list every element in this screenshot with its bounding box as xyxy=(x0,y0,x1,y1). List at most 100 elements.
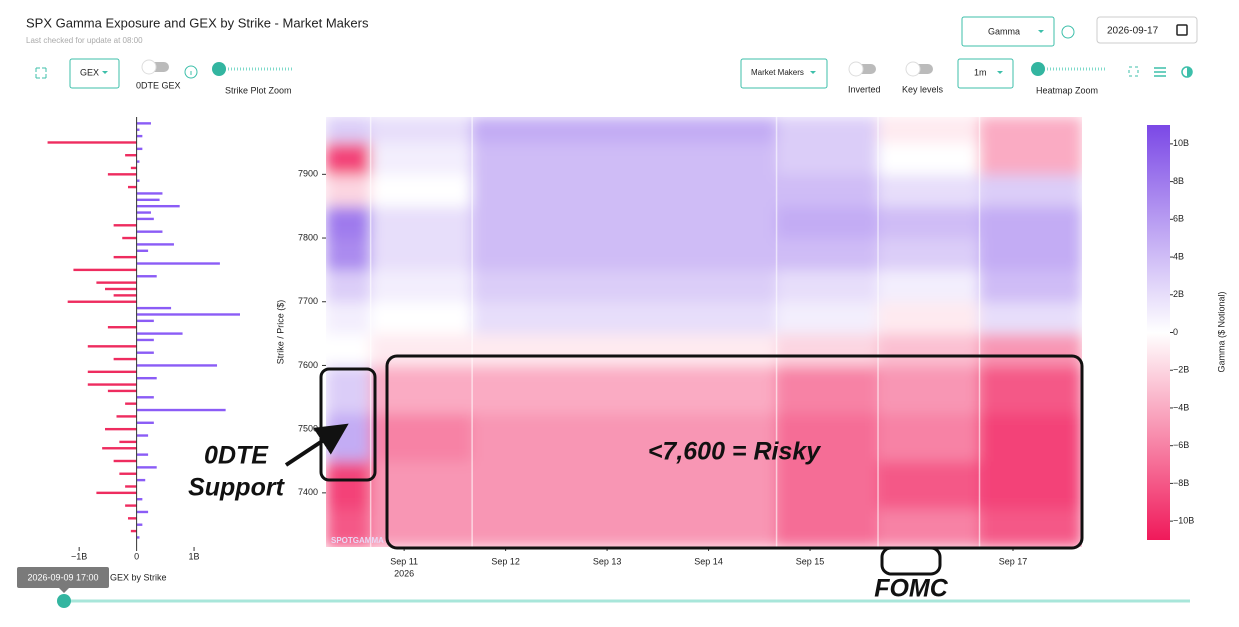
slider-knob[interactable] xyxy=(1031,62,1045,76)
annotation-text: FOMC xyxy=(874,575,949,603)
bar xyxy=(125,504,137,507)
tooltip-pointer xyxy=(59,588,69,593)
colorbar-tick-label: 0 xyxy=(1173,327,1178,337)
heatmap-cell xyxy=(370,173,473,207)
heatmap-cell xyxy=(877,412,981,462)
heatmap-cell xyxy=(471,117,778,143)
heatmap-cell xyxy=(877,333,981,366)
bar xyxy=(136,306,172,310)
bar xyxy=(136,211,151,214)
dropdown-arrow xyxy=(1038,30,1044,33)
bar xyxy=(136,510,149,514)
x-year-label: 2026 xyxy=(394,568,414,578)
heatmap-cell xyxy=(326,412,372,462)
heatmap-cell xyxy=(776,301,879,335)
expand-icon[interactable] xyxy=(35,67,47,79)
bar xyxy=(136,147,143,151)
x-tick-label: Sep 17 xyxy=(999,556,1028,566)
heatmap-cells xyxy=(326,117,1082,547)
heatmap-cell xyxy=(326,141,372,175)
bar xyxy=(130,166,137,170)
heatmap-cell xyxy=(776,205,879,239)
heatmap-cell xyxy=(370,117,473,143)
heatmap-cell xyxy=(471,333,778,366)
heatmap-cell xyxy=(776,173,879,207)
view-select[interactable] xyxy=(961,16,1055,47)
heatmap-cell xyxy=(979,412,1082,462)
y-tick-label: 7500 xyxy=(298,424,318,434)
slider-knob[interactable] xyxy=(212,62,226,76)
gex-bar-chart: −1B 0 1B GEX by Strike xyxy=(47,117,240,582)
bar xyxy=(136,338,154,342)
bar xyxy=(136,204,180,208)
bar xyxy=(119,472,137,475)
heatmap-cell xyxy=(776,364,879,414)
bar xyxy=(136,134,143,138)
heatmap-cell xyxy=(979,301,1082,335)
toggle-label: 0DTE GEX xyxy=(136,80,181,90)
heatmap-cell xyxy=(979,141,1082,175)
x-tick-label: −1B xyxy=(71,551,87,561)
heatmap-cell xyxy=(776,237,879,271)
bar xyxy=(67,300,137,303)
expand-icon[interactable] xyxy=(1128,66,1139,77)
heatmap-cell xyxy=(877,237,981,271)
bar xyxy=(105,287,137,291)
x-tick-label: 0 xyxy=(134,551,139,561)
heatmap-cell xyxy=(776,508,879,547)
heatmap-cell xyxy=(877,460,981,510)
y-tick-label: 7800 xyxy=(298,232,318,242)
toggle-knob xyxy=(848,61,864,77)
bar xyxy=(136,192,163,195)
mm-select-label: Market Makers xyxy=(751,68,804,77)
bar xyxy=(96,491,137,495)
calendar-icon[interactable] xyxy=(1176,24,1188,36)
colorbar-tick-label: −2B xyxy=(1173,365,1189,375)
heatmap-cell xyxy=(370,205,473,239)
bar xyxy=(96,281,137,284)
colorbar-tick-label: 6B xyxy=(1173,214,1184,224)
bar xyxy=(107,326,137,329)
heatmap-cell xyxy=(370,269,473,303)
bar xyxy=(136,478,146,482)
x-tick-label: 1B xyxy=(189,551,200,561)
theme-icon-half xyxy=(1187,67,1192,77)
heatmap-cell xyxy=(979,364,1082,414)
gex-select[interactable] xyxy=(69,58,120,89)
settings-icon[interactable] xyxy=(1154,67,1166,77)
bar xyxy=(136,319,154,323)
heatmap-cell xyxy=(326,173,372,207)
annotation-box xyxy=(880,546,942,576)
heatmap-cell xyxy=(877,508,981,547)
heatmap-cell xyxy=(877,141,981,175)
bar xyxy=(125,154,137,157)
heatmap-cell xyxy=(979,333,1082,366)
info-icon[interactable] xyxy=(1061,25,1075,39)
heatmap-cell xyxy=(471,508,778,547)
heatmap-cell xyxy=(471,301,778,335)
heatmap-cell xyxy=(877,364,981,414)
info-icon[interactable] xyxy=(184,65,198,79)
bar xyxy=(136,230,163,233)
date-input[interactable] xyxy=(1096,16,1198,44)
bar xyxy=(113,459,137,463)
heatmap-cell xyxy=(326,205,372,239)
colorbar-tick-label: −4B xyxy=(1173,402,1189,412)
range-select[interactable] xyxy=(957,58,1014,89)
heatmap-cell xyxy=(877,269,981,303)
bar xyxy=(127,185,137,189)
timeline-knob[interactable] xyxy=(57,594,71,608)
bar xyxy=(136,421,154,424)
heatmap-cell xyxy=(471,173,778,207)
toggle-knob xyxy=(905,61,921,77)
heatmap-cell xyxy=(471,364,778,414)
heatmap-cell xyxy=(326,301,372,335)
x-axis-label: GEX by Strike xyxy=(110,572,167,582)
mm-select[interactable] xyxy=(740,58,828,89)
watermark: SPOTGAMMA xyxy=(331,536,384,545)
slider-label: Heatmap Zoom xyxy=(1036,85,1098,95)
y-tick-label: 7600 xyxy=(298,360,318,370)
heatmap-cell xyxy=(370,333,473,366)
heatmap-cell xyxy=(776,333,879,366)
